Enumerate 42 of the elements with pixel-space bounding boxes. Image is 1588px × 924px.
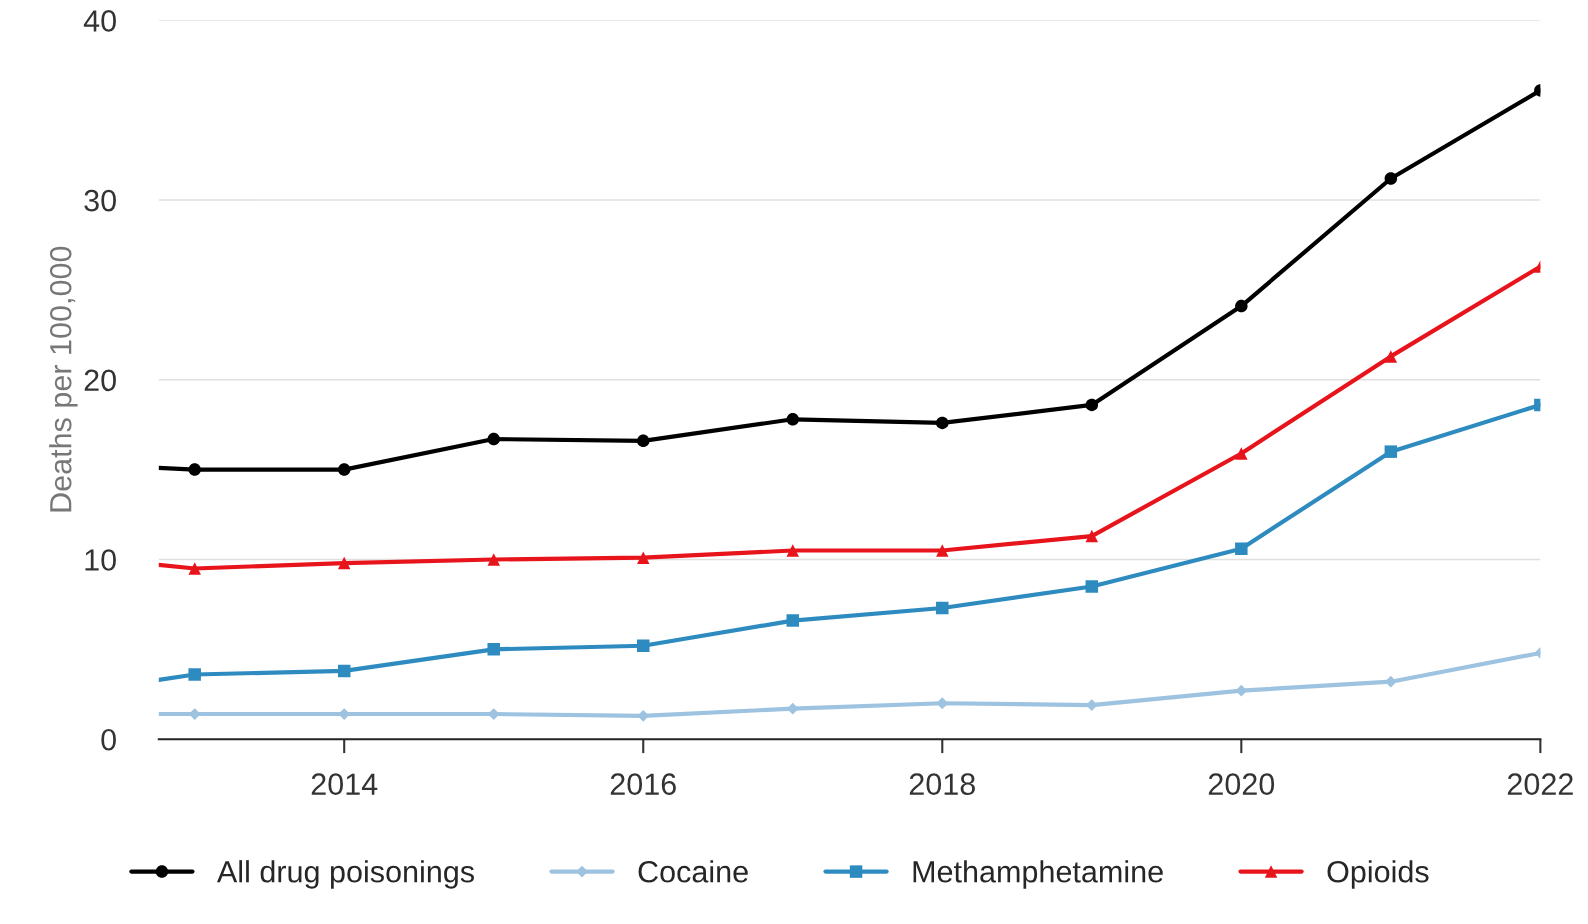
y-tick-label: 30 <box>84 189 116 212</box>
point <box>188 463 201 476</box>
point <box>1085 398 1099 412</box>
legend-label: Methamphetamine <box>913 860 1163 889</box>
point <box>337 463 351 476</box>
point <box>786 614 800 627</box>
point <box>636 639 650 652</box>
point <box>936 544 949 557</box>
point <box>1384 350 1398 363</box>
point <box>1235 447 1248 460</box>
point <box>1384 172 1398 185</box>
point <box>786 413 800 426</box>
point <box>1235 299 1248 313</box>
x-tick-label: 2014 <box>311 773 378 795</box>
legend-label: Opioids <box>1327 860 1429 889</box>
point <box>786 544 800 557</box>
y-tick-label: 20 <box>84 369 116 392</box>
y-axis-title: Deaths per 100,000 <box>49 246 78 512</box>
point <box>188 562 201 575</box>
x-tick-label: 2020 <box>1208 773 1275 795</box>
point <box>487 432 500 446</box>
y-tick-label: 0 <box>101 728 116 751</box>
point <box>1384 445 1398 458</box>
point <box>936 601 949 615</box>
point <box>487 553 500 566</box>
point <box>337 556 351 570</box>
point <box>936 416 949 430</box>
x-tick-label: 2018 <box>909 773 975 795</box>
legend-label: All drug poisonings <box>216 860 474 889</box>
legend-label: Cocaine <box>638 860 748 883</box>
y-tick-label: 40 <box>83 10 116 32</box>
point <box>1085 580 1099 593</box>
point <box>188 668 201 681</box>
point <box>636 434 650 448</box>
point <box>1235 542 1248 555</box>
point <box>487 643 500 656</box>
x-tick-label: 2016 <box>610 773 676 795</box>
point <box>636 551 650 564</box>
y-tick-label: 10 <box>85 549 116 571</box>
x-tick-label: 2022 <box>1507 773 1573 795</box>
point <box>1085 529 1099 543</box>
point <box>337 664 351 678</box>
